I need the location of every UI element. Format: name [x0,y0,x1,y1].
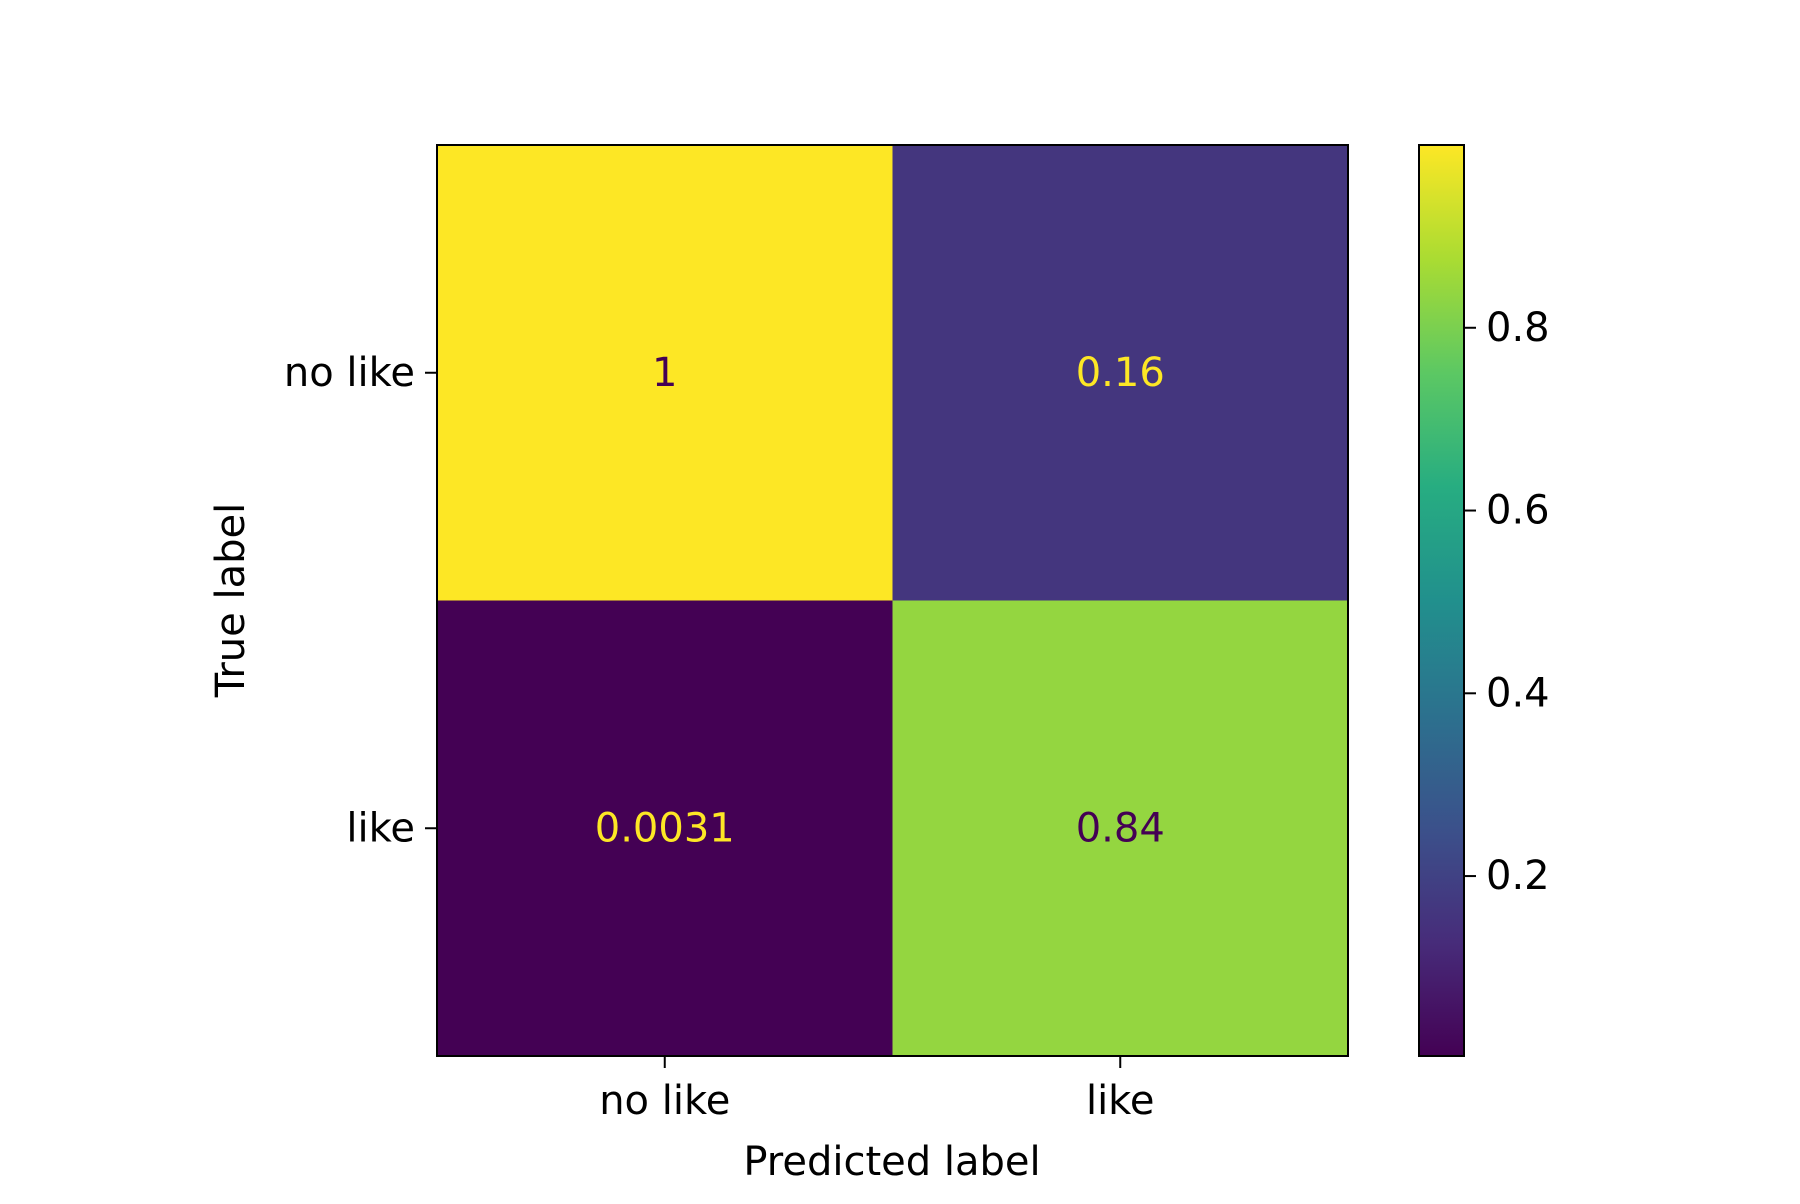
colorbar-ticks: 0.2 0.4 0.6 0.8 [1464,305,1550,899]
axes-frame [436,144,1349,1057]
colorbar-frame [1418,144,1465,1057]
y-axis: no like like [284,350,437,851]
x-tick-label: no like [599,1078,730,1124]
cell-annotations: 1 0.16 0.0031 0.84 [595,350,1165,852]
cell-value-label: 1 [652,350,677,396]
y-tick-label: no like [284,350,415,396]
heatmap-cells [437,145,1348,1056]
colorbar-tick-label: 0.6 [1486,488,1550,534]
heatmap-cell [437,145,893,601]
x-axis-title: Predicted label [743,1139,1040,1185]
cell-value-label: 0.0031 [595,805,735,851]
colorbar [1419,145,1464,1056]
x-axis: no like like [599,1056,1155,1124]
y-axis-title: True label [208,503,254,698]
heatmap-cell [437,600,893,1056]
cell-value-label: 0.16 [1076,350,1165,396]
colorbar-tick-label: 0.2 [1486,853,1550,899]
heatmap-cell [892,145,1348,601]
y-tick-label: like [346,805,415,851]
cell-value-label: 0.84 [1076,805,1165,851]
heatmap-cell [892,600,1348,1056]
colorbar-tick-label: 0.4 [1486,670,1550,716]
x-tick-label: like [1086,1078,1155,1124]
colorbar-tick-label: 0.8 [1486,305,1550,351]
